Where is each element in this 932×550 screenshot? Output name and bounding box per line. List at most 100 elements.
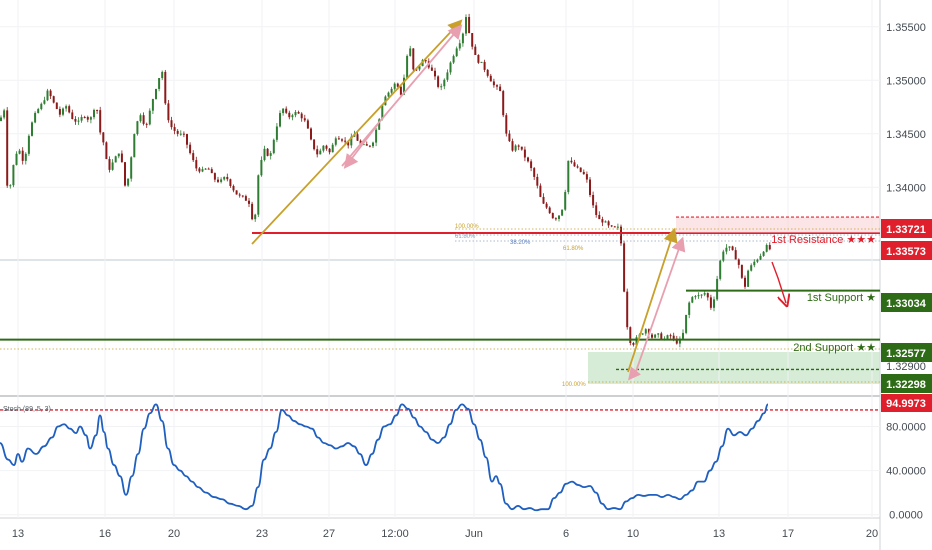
candle-body: [585, 174, 588, 180]
candle-body: [3, 110, 6, 118]
candle-body: [251, 203, 254, 220]
candle-body: [310, 128, 312, 140]
candle-body: [616, 226, 619, 228]
candle-body: [713, 299, 715, 308]
y-tick-label: 1.35500: [886, 22, 926, 34]
candle-body: [220, 179, 223, 182]
candle-body: [111, 162, 114, 170]
candle-body: [697, 295, 700, 297]
candle-body: [396, 83, 399, 87]
candle-body: [58, 108, 61, 115]
candle-body: [719, 260, 722, 279]
candle-body: [21, 150, 24, 161]
candle-body: [117, 153, 120, 157]
candle-body: [9, 185, 12, 187]
candle-body: [241, 195, 244, 197]
rebound-arrow-pink: [633, 236, 686, 378]
candle-body: [530, 161, 533, 169]
candle-body: [0, 117, 2, 121]
candle-body: [316, 149, 319, 155]
candle-body: [765, 244, 768, 252]
candle-body: [235, 190, 238, 195]
candle-body: [387, 92, 390, 97]
price-tag-stoch: 94.9973: [886, 398, 926, 410]
candle-body: [151, 98, 154, 111]
candle-body: [542, 196, 545, 204]
x-tick-label: 17: [782, 528, 794, 540]
candle-body: [403, 77, 405, 95]
candle-body: [139, 115, 142, 122]
candle-body: [155, 88, 157, 99]
candle-body: [313, 139, 316, 150]
candle-body: [440, 86, 443, 88]
price-tag-support-2-bg: [881, 343, 932, 362]
candle-body: [750, 265, 753, 271]
candle-body: [328, 148, 331, 153]
candle-body: [443, 79, 446, 87]
candle-body: [359, 140, 362, 145]
candle-body: [99, 110, 102, 133]
candle-body: [508, 133, 511, 142]
stoch-y-tick-label: 80.0000: [886, 421, 926, 433]
candle-body: [223, 176, 226, 180]
candle-body: [27, 135, 30, 154]
candle-body: [626, 291, 629, 328]
stoch-y-tick-label: 40.0000: [886, 466, 926, 478]
price-tag-support-1-bg: [881, 293, 932, 312]
candle-body: [136, 121, 139, 135]
candle-body: [344, 140, 347, 142]
y-tick-label: 1.34000: [886, 182, 926, 194]
stoch-layer: [0, 403, 880, 512]
candle-body: [269, 153, 272, 156]
candle-body: [74, 118, 77, 122]
candle-body: [496, 85, 498, 87]
candle-body: [691, 297, 694, 303]
candle-body: [728, 246, 731, 248]
candle-body: [263, 148, 266, 160]
candle-body: [272, 139, 275, 154]
candle-body: [173, 127, 176, 131]
candle-body: [257, 175, 260, 215]
candle-body: [551, 213, 554, 219]
candle-body: [244, 196, 247, 201]
candle-body: [282, 108, 285, 114]
candle-body: [722, 251, 725, 261]
candle-body: [189, 144, 192, 154]
candle-body: [678, 338, 681, 344]
x-tick-label: 13: [12, 528, 24, 540]
candle-body: [80, 117, 83, 121]
candle-body: [77, 120, 80, 122]
correction-arrow-up: [341, 24, 463, 167]
candle-body: [499, 86, 502, 92]
candle-body: [706, 293, 709, 298]
x-tick-label: 6: [563, 528, 569, 540]
candle-body: [564, 192, 567, 210]
candle-body: [635, 337, 638, 345]
candle-body: [725, 247, 728, 252]
candle-body: [40, 103, 43, 110]
candle-body: [102, 132, 105, 143]
candle-body: [294, 112, 297, 116]
candle-body: [161, 71, 164, 79]
candle-body: [694, 296, 697, 298]
candle-body: [430, 67, 433, 71]
candle-body: [120, 153, 123, 163]
candle-body: [449, 62, 452, 73]
candle-body: [71, 112, 74, 119]
level-layer: [0, 216, 880, 371]
candle-body: [207, 168, 210, 170]
candle-body: [595, 205, 598, 215]
price-tag-stoch-bg: [881, 394, 932, 412]
candle-body: [406, 55, 409, 78]
candle-body: [96, 109, 99, 111]
candle-body: [709, 297, 712, 308]
candle-body: [486, 69, 489, 76]
candle-body: [37, 109, 40, 113]
candle-body: [226, 176, 229, 180]
candle-body: [641, 333, 644, 335]
candle-body: [511, 141, 514, 151]
candle-body: [613, 226, 616, 228]
price-tag-partial: 1.32900: [886, 361, 926, 373]
candle-body: [604, 221, 607, 223]
